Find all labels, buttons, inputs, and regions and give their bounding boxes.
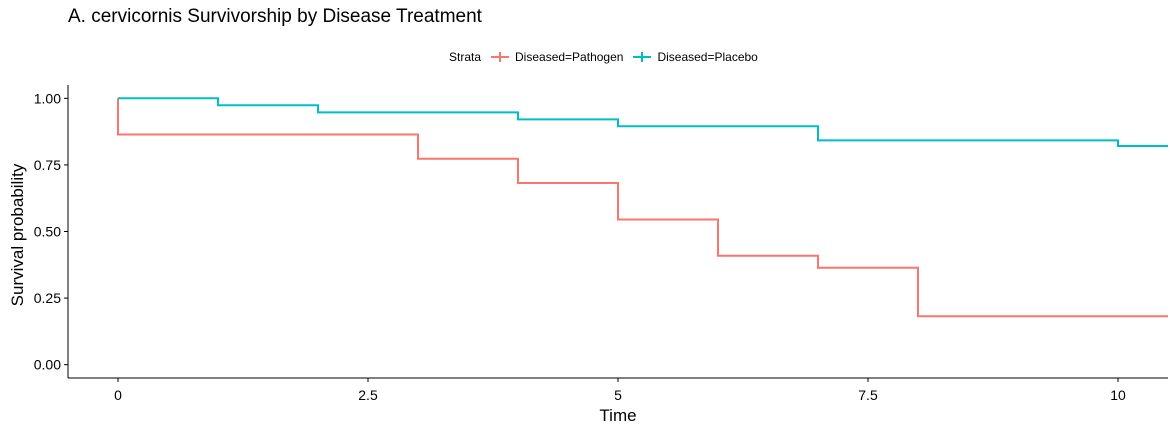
x-axis-title: Time bbox=[599, 406, 636, 425]
chart-title: A. cervicornis Survivorship by Disease T… bbox=[68, 6, 482, 27]
x-tick-label: 10 bbox=[1110, 387, 1126, 403]
x-tick-label: 0 bbox=[114, 387, 122, 403]
legend-label-placebo: Diseased=Placebo bbox=[657, 50, 758, 64]
legend-label-pathogen: Diseased=Pathogen bbox=[515, 50, 624, 64]
x-tick-label: 7.5 bbox=[858, 387, 878, 403]
legend-entry-placebo: Diseased=Placebo bbox=[631, 47, 758, 67]
legend: Strata Diseased=Pathogen Diseased=Placeb… bbox=[449, 47, 766, 67]
y-axis-title: Survival probability bbox=[8, 163, 27, 306]
survival-curve-pathogen bbox=[117, 98, 1168, 318]
y-tick-label: 1.00 bbox=[34, 90, 61, 106]
legend-title: Strata bbox=[449, 50, 482, 64]
x-tick-label: 2.5 bbox=[358, 387, 378, 403]
x-tick-label: 5 bbox=[614, 387, 622, 403]
legend-entry-pathogen: Diseased=Pathogen bbox=[489, 47, 623, 67]
y-tick-label: 0.25 bbox=[34, 290, 61, 306]
survival-curve-placebo bbox=[118, 97, 1168, 147]
y-tick-label: 0.75 bbox=[34, 157, 61, 173]
y-tick-label: 0.00 bbox=[34, 357, 61, 373]
y-tick-label: 0.50 bbox=[34, 224, 61, 240]
legend-key-pathogen bbox=[491, 52, 510, 62]
legend-key-placebo bbox=[633, 52, 652, 62]
